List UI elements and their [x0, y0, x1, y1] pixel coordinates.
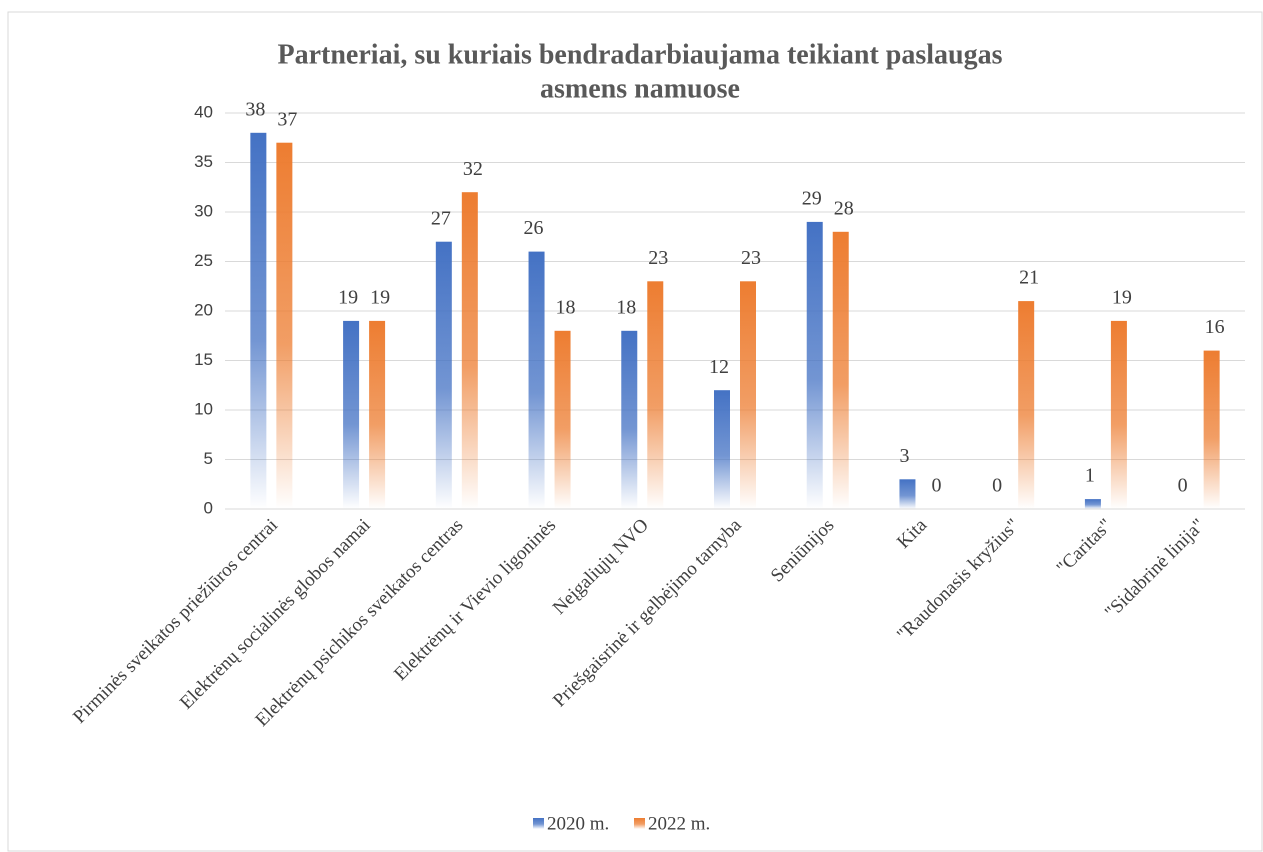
bar [343, 320, 360, 509]
bar [832, 231, 849, 510]
y-tick-label: 25 [194, 251, 213, 270]
bar [899, 479, 916, 509]
bar [1203, 350, 1220, 509]
y-tick-label: 15 [194, 350, 213, 369]
data-label: 23 [648, 247, 668, 269]
y-tick-label: 10 [194, 399, 213, 418]
bar [647, 281, 664, 509]
data-label: 18 [556, 296, 576, 318]
data-label: 3 [899, 445, 909, 467]
bar [1084, 499, 1101, 509]
data-label: 21 [1019, 267, 1039, 289]
bar [621, 330, 638, 509]
bar [276, 142, 293, 509]
data-label: 1 [1085, 465, 1095, 487]
data-label: 38 [245, 98, 265, 120]
bar [461, 192, 478, 509]
data-label: 19 [338, 286, 358, 308]
legend-swatch [533, 818, 544, 829]
data-label: 27 [431, 207, 451, 229]
chart-title: asmens namuose [540, 73, 740, 104]
y-tick-label: 35 [194, 152, 213, 171]
bar [554, 330, 571, 509]
bar [740, 281, 756, 509]
y-tick-label: 0 [204, 498, 213, 517]
data-label: 19 [1112, 286, 1132, 308]
data-label: 26 [524, 217, 544, 239]
y-tick-label: 5 [204, 449, 213, 468]
legend-label: 2020 m. [547, 813, 609, 834]
y-tick-label: 30 [194, 201, 213, 220]
bar [714, 390, 730, 509]
legend-label: 2022 m. [648, 813, 710, 834]
data-label: 29 [802, 187, 822, 209]
data-label: 12 [709, 356, 729, 378]
data-label: 18 [616, 296, 636, 318]
bar [250, 132, 267, 510]
data-label: 32 [463, 158, 483, 180]
data-label: 19 [370, 286, 390, 308]
data-label: 0 [992, 475, 1002, 497]
chart-title: Partneriai, su kuriais bendradarbiaujama… [278, 39, 1003, 70]
bar [1018, 301, 1035, 509]
bar [435, 241, 452, 509]
y-tick-label: 40 [194, 102, 213, 121]
data-label: 37 [277, 108, 297, 130]
legend-swatch [634, 818, 645, 829]
bar [369, 320, 386, 509]
data-label: 23 [741, 247, 761, 269]
bar [528, 251, 545, 509]
bar [1110, 320, 1127, 509]
bar [806, 221, 823, 509]
data-label: 16 [1205, 316, 1225, 338]
data-label: 28 [834, 197, 854, 219]
data-label: 0 [931, 475, 941, 497]
data-label: 0 [1178, 475, 1188, 497]
y-tick-label: 20 [194, 300, 213, 319]
